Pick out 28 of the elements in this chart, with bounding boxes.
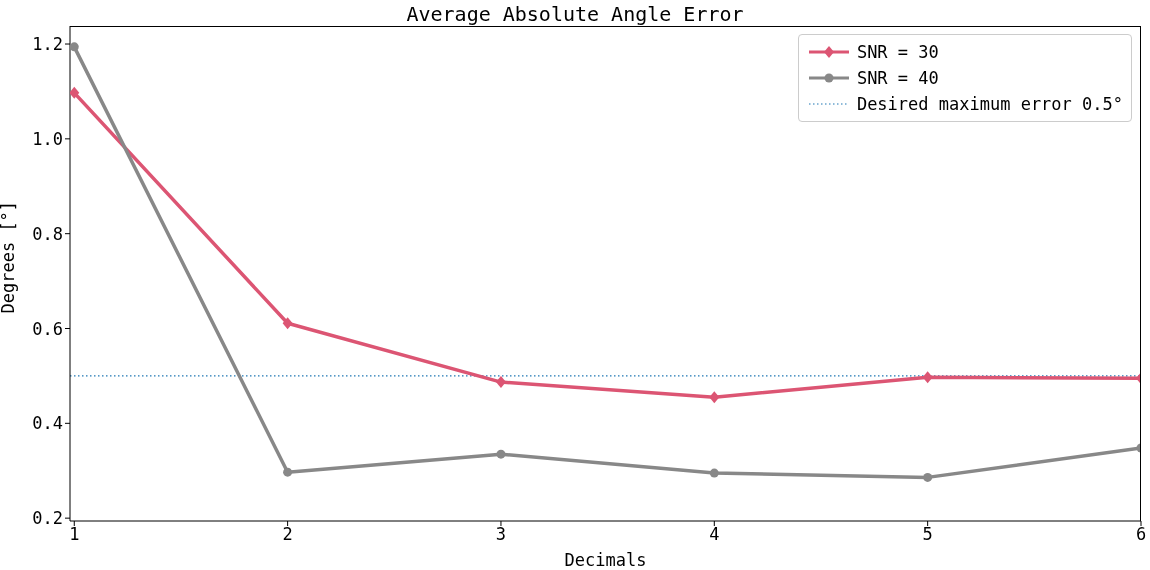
x-tick-label: 6 [1135, 524, 1147, 545]
point [496, 449, 506, 459]
y-tick-label: 0.8 [32, 223, 63, 244]
y-tick-label: 0.2 [32, 508, 63, 529]
x-axis-title: Decimals [564, 550, 647, 570]
y-tick-label: 0.6 [32, 318, 63, 339]
x-tick-label: 2 [282, 524, 293, 545]
point [709, 391, 720, 404]
y-tick-label: 0.4 [32, 413, 63, 434]
point [70, 86, 80, 99]
y-tick-label: 1.2 [32, 34, 63, 55]
chart-title: Average Absolute Angle Error [405, 2, 745, 26]
x-tick-label: 1 [69, 524, 80, 545]
legend-label: SNR = 40 [856, 68, 939, 88]
y-tick-label: 1.0 [32, 128, 63, 149]
x-tick-label: 5 [922, 524, 933, 545]
legend-label: Desired maximum error 0.5° [856, 94, 1123, 114]
legend-label: SNR = 30 [856, 42, 939, 62]
x-tick-label: 3 [495, 524, 507, 545]
point [709, 468, 719, 478]
point [495, 376, 506, 389]
point [70, 42, 79, 52]
point [282, 317, 293, 330]
point [922, 371, 933, 384]
x-tick-label: 4 [709, 524, 720, 545]
y-axis-title: Degrees [°] [0, 200, 19, 314]
point [923, 472, 933, 482]
point [283, 467, 293, 477]
